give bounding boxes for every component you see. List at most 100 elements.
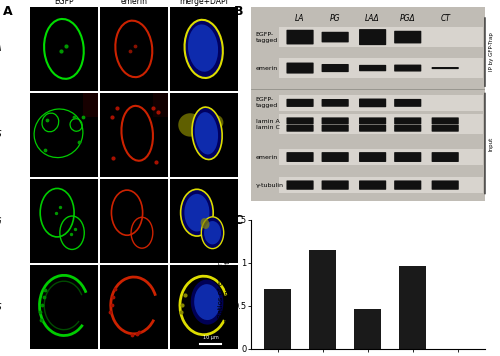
Text: IP by GFP-Trap: IP by GFP-Trap — [488, 32, 494, 71]
Point — [110, 294, 118, 300]
Ellipse shape — [202, 217, 224, 248]
Text: LAΔ: LAΔ — [365, 14, 380, 23]
Point — [38, 303, 46, 308]
Ellipse shape — [208, 115, 224, 130]
Text: B: B — [234, 5, 243, 19]
Point — [43, 117, 51, 123]
Ellipse shape — [194, 112, 218, 155]
Point — [135, 329, 143, 335]
FancyBboxPatch shape — [394, 180, 421, 190]
Y-axis label: Ratios of emerin to
EGFP-tagged proteins: Ratios of emerin to EGFP-tagged proteins — [218, 247, 231, 322]
FancyBboxPatch shape — [359, 125, 386, 132]
FancyBboxPatch shape — [432, 180, 459, 190]
FancyBboxPatch shape — [286, 152, 314, 162]
FancyBboxPatch shape — [322, 64, 348, 72]
Y-axis label: LA: LA — [0, 44, 2, 53]
FancyBboxPatch shape — [279, 95, 482, 111]
Point — [56, 204, 64, 210]
FancyBboxPatch shape — [286, 63, 314, 74]
Point — [149, 105, 157, 111]
FancyBboxPatch shape — [394, 152, 421, 162]
Text: Input: Input — [488, 136, 494, 151]
FancyBboxPatch shape — [322, 125, 348, 132]
Text: emerin: emerin — [256, 66, 278, 70]
Title: EGFP: EGFP — [54, 0, 74, 6]
Point — [106, 309, 114, 315]
Point — [180, 293, 188, 298]
FancyBboxPatch shape — [359, 117, 386, 124]
Point — [71, 226, 79, 232]
FancyBboxPatch shape — [394, 99, 421, 107]
Ellipse shape — [178, 113, 202, 137]
Point — [154, 109, 162, 114]
Point — [40, 294, 48, 300]
Text: EGFP-
tagged: EGFP- tagged — [256, 32, 278, 42]
Point — [41, 147, 49, 153]
Point — [57, 48, 65, 54]
FancyBboxPatch shape — [432, 67, 459, 69]
FancyBboxPatch shape — [394, 117, 421, 124]
Point — [176, 309, 184, 315]
Text: PG: PG — [330, 14, 340, 23]
Text: CT: CT — [440, 14, 450, 23]
Point — [132, 331, 140, 337]
FancyBboxPatch shape — [359, 152, 386, 162]
Text: 10 μm: 10 μm — [202, 335, 218, 340]
Point — [152, 159, 160, 164]
Point — [66, 231, 74, 237]
FancyBboxPatch shape — [286, 180, 314, 190]
Point — [41, 288, 49, 293]
Y-axis label: PGΔNLS: PGΔNLS — [0, 303, 2, 312]
Point — [113, 105, 121, 111]
FancyBboxPatch shape — [322, 32, 348, 42]
FancyBboxPatch shape — [322, 152, 348, 162]
FancyBboxPatch shape — [279, 115, 482, 134]
FancyBboxPatch shape — [286, 117, 314, 124]
Ellipse shape — [180, 189, 213, 236]
Point — [126, 48, 134, 53]
FancyBboxPatch shape — [394, 31, 421, 43]
Ellipse shape — [204, 221, 221, 245]
Ellipse shape — [184, 20, 223, 78]
Bar — [264, 289, 291, 349]
Ellipse shape — [194, 284, 220, 320]
Ellipse shape — [191, 279, 224, 325]
FancyBboxPatch shape — [394, 125, 421, 132]
Ellipse shape — [184, 194, 210, 231]
FancyBboxPatch shape — [322, 180, 348, 190]
Point — [70, 114, 78, 119]
Point — [178, 303, 186, 308]
FancyBboxPatch shape — [279, 149, 482, 165]
Ellipse shape — [188, 25, 218, 72]
Text: γ-tubulin: γ-tubulin — [256, 183, 283, 188]
Point — [108, 303, 116, 308]
Point — [128, 332, 136, 337]
Text: LA: LA — [296, 14, 305, 23]
FancyBboxPatch shape — [286, 125, 314, 132]
Title: merge+DAPI: merge+DAPI — [180, 0, 228, 6]
FancyBboxPatch shape — [432, 117, 459, 124]
Point — [131, 43, 139, 48]
FancyBboxPatch shape — [359, 65, 386, 71]
Point — [79, 114, 87, 119]
FancyBboxPatch shape — [394, 64, 421, 72]
Point — [108, 114, 116, 119]
Bar — [400, 266, 426, 349]
Text: C: C — [234, 214, 242, 227]
FancyBboxPatch shape — [322, 99, 348, 107]
FancyBboxPatch shape — [359, 99, 386, 107]
Ellipse shape — [200, 218, 209, 229]
FancyBboxPatch shape — [286, 30, 314, 44]
FancyBboxPatch shape — [279, 177, 482, 193]
Text: A: A — [2, 5, 12, 19]
Point — [36, 309, 44, 315]
FancyBboxPatch shape — [279, 58, 482, 78]
FancyBboxPatch shape — [432, 125, 459, 132]
Point — [62, 43, 70, 48]
Polygon shape — [83, 93, 98, 116]
Text: EGFP-
tagged: EGFP- tagged — [256, 98, 278, 108]
FancyBboxPatch shape — [432, 152, 459, 162]
FancyBboxPatch shape — [286, 99, 314, 107]
Bar — [310, 250, 336, 349]
Point — [37, 317, 45, 323]
